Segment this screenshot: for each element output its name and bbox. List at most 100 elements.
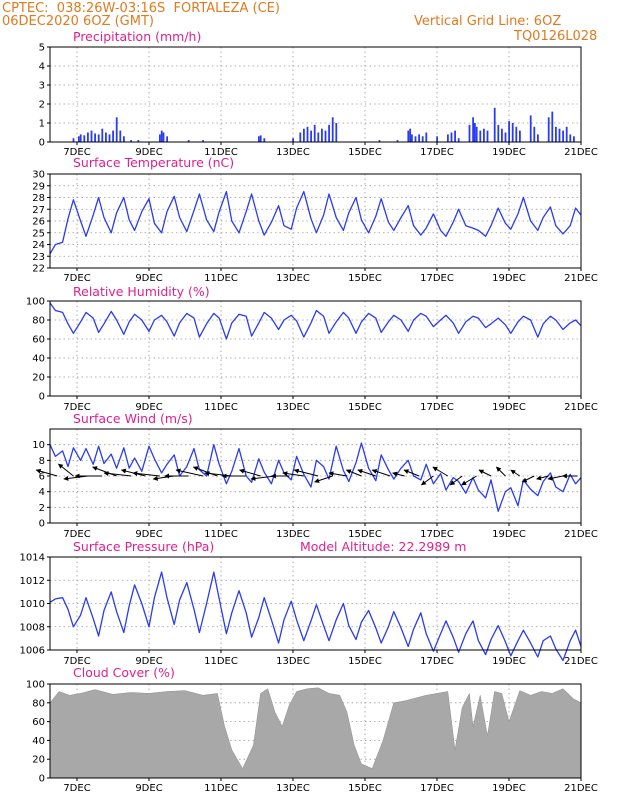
y-tick-label: 1006 — [20, 646, 45, 657]
precip-bar — [533, 126, 536, 142]
y-tick-label: 80 — [32, 698, 45, 709]
panel-1: Surface Temperature (nC) 2223242526272829… — [32, 155, 598, 284]
y-tick-label: 22 — [32, 264, 45, 275]
precip-bar — [497, 124, 500, 142]
x-tick-label: 19DEC — [492, 529, 526, 540]
x-tick-label: 9DEC — [135, 273, 162, 284]
precip-bar — [321, 128, 323, 142]
x-tick-label: 11DEC — [204, 402, 238, 413]
precip-bar — [537, 134, 539, 142]
y-tick-label: 10 — [32, 440, 45, 451]
precip-bar — [310, 130, 312, 142]
precip-bar — [504, 132, 507, 142]
y-tick-label: 27 — [32, 205, 45, 216]
x-tick-label: 15DEC — [348, 656, 382, 667]
precip-bar — [501, 128, 503, 142]
precip-bar — [292, 138, 294, 142]
wind-vector — [510, 469, 521, 477]
precip-bar — [83, 135, 86, 142]
precip-bar — [108, 134, 111, 142]
x-tick-label: 17DEC — [420, 273, 454, 284]
precip-bar — [137, 140, 140, 142]
x-tick-label: 21DEC — [564, 147, 598, 158]
y-tick-label: 60 — [32, 335, 45, 346]
y-tick-label: 2 — [39, 100, 45, 111]
precip-bar — [123, 136, 125, 142]
x-tick-label: 17DEC — [420, 147, 454, 158]
y-tick-label: 28 — [32, 193, 45, 204]
y-tick-label: 5 — [39, 43, 45, 54]
panel-title: Surface Wind (m/s) — [73, 411, 193, 426]
precip-bar — [551, 111, 554, 142]
wind-vector — [314, 475, 333, 483]
x-tick-label: 7DEC — [63, 783, 90, 794]
precip-bar — [454, 130, 456, 142]
y-tick-label: 0 — [39, 138, 45, 149]
wind-vector — [496, 466, 506, 477]
precip-bar — [119, 130, 122, 142]
wind-vector — [58, 463, 74, 477]
y-tick-label: 4 — [39, 62, 45, 73]
precip-bar — [479, 130, 482, 142]
panel-frame — [49, 428, 582, 524]
wind-vector — [536, 475, 549, 481]
y-tick-label: 26 — [32, 217, 45, 228]
precip-bar — [112, 130, 114, 142]
precip-bar — [425, 132, 428, 142]
x-tick-label: 9DEC — [135, 529, 162, 540]
precip-bar — [468, 124, 471, 142]
y-tick-label: 40 — [32, 354, 45, 365]
y-tick-label: 40 — [32, 736, 45, 747]
precip-bar — [97, 134, 100, 142]
wind-vector — [392, 471, 405, 477]
y-tick-label: 1010 — [20, 599, 45, 610]
x-tick-label: 9DEC — [135, 147, 162, 158]
y-tick-label: 30 — [32, 170, 45, 181]
wind-vector — [132, 471, 160, 477]
precip-bar — [486, 130, 489, 142]
x-tick-label: 13DEC — [276, 147, 310, 158]
y-tick-label: 3 — [39, 81, 45, 92]
precip-bar — [447, 134, 449, 142]
x-tick-label: 15DEC — [348, 147, 382, 158]
y-tick-label: 80 — [32, 316, 45, 327]
precip-bar — [555, 126, 557, 142]
precip-bar — [202, 140, 204, 142]
y-tick-label: 0 — [39, 519, 45, 530]
wind-vector — [103, 471, 132, 477]
precip-bar — [475, 126, 478, 142]
wind-vector — [239, 468, 261, 477]
precip-bar — [519, 130, 521, 142]
x-tick-label: 19DEC — [492, 147, 526, 158]
precip-bar — [317, 132, 320, 142]
panel-frame — [49, 46, 582, 143]
series-line — [49, 302, 582, 340]
precip-bar — [162, 132, 165, 142]
x-tick-label: 19DEC — [492, 656, 526, 667]
precip-bar — [483, 128, 485, 142]
wind-vector — [35, 468, 58, 477]
run-date-header: 06DEC2020 6OZ (GMT) — [2, 14, 154, 29]
precip-bar — [421, 136, 424, 142]
x-tick-label: 17DEC — [420, 402, 454, 413]
x-tick-label: 19DEC — [492, 783, 526, 794]
precip-bar — [115, 117, 118, 142]
panel-frame — [49, 683, 582, 779]
grid-line-header: Vertical Grid Line: 6OZ — [414, 14, 562, 29]
x-tick-label: 21DEC — [564, 402, 598, 413]
wind-vector — [92, 466, 117, 477]
y-tick-label: 20 — [32, 373, 45, 384]
precip-bar — [303, 128, 305, 142]
precip-bar — [511, 123, 514, 142]
precip-bar — [562, 130, 564, 142]
panel-frame — [49, 300, 582, 397]
wind-vector — [432, 466, 449, 477]
panel-title: Relative Humidity (%) — [73, 284, 210, 299]
precip-bar — [87, 132, 89, 142]
precip-bar — [450, 132, 453, 142]
panel-4: Surface Pressure (hPa) Model Altitude: 22… — [20, 539, 598, 667]
precip-bar — [565, 126, 568, 142]
panel-title: Cloud Cover (%) — [73, 665, 175, 680]
panel-title: Surface Temperature (nC) — [73, 155, 234, 170]
x-tick-label: 7DEC — [63, 529, 90, 540]
